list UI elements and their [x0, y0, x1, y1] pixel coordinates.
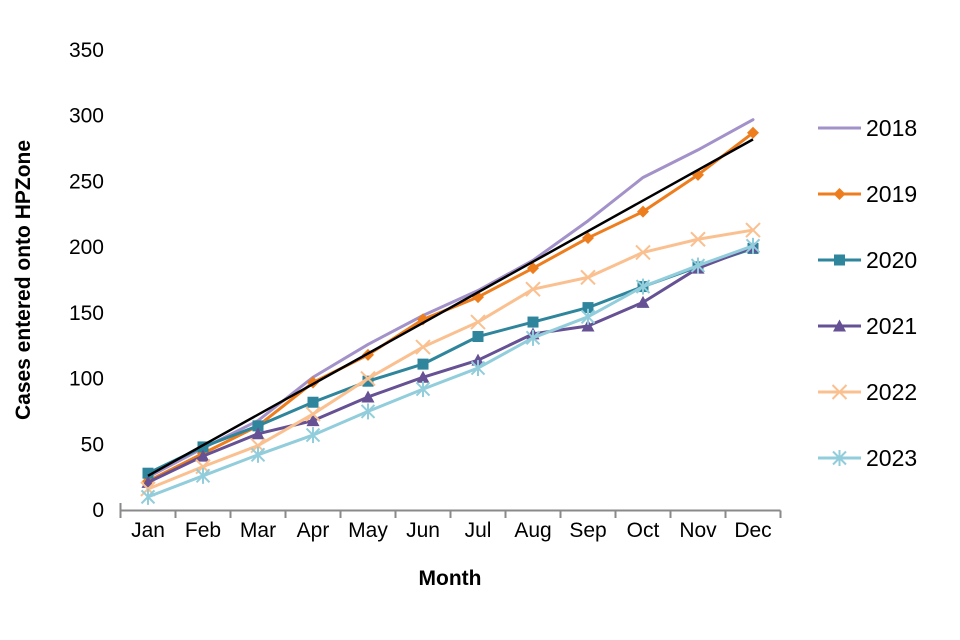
series-line-2023 [146, 244, 755, 499]
legend-label-2023: 2023 [866, 445, 917, 471]
marker-triangle [833, 319, 846, 332]
series-2022 [140, 222, 761, 497]
legend-label-2020: 2020 [866, 247, 917, 273]
marker-triangle [581, 319, 595, 332]
x-tick-label: Mar [240, 519, 276, 542]
y-tick-label: 50 [81, 433, 104, 456]
marker-square [834, 254, 845, 266]
marker-x [305, 406, 321, 422]
legend-entry-2019: 2019 [818, 181, 917, 207]
marker-triangle [306, 414, 320, 427]
marker-asterisk [690, 258, 706, 273]
marker-asterisk [745, 238, 761, 254]
legend-entry-2022: 2022 [818, 379, 917, 405]
marker-asterisk [525, 330, 541, 346]
marker-diamond [637, 205, 649, 218]
y-axis-tick-labels: 0 50 100 150 200 250 300 350 [69, 39, 104, 522]
marker-triangle [416, 370, 430, 383]
marker-diamond [833, 188, 846, 200]
marker-asterisk [250, 447, 266, 463]
marker-asterisk [140, 489, 156, 505]
series-line-2022 [146, 228, 755, 491]
marker-square [252, 420, 264, 432]
x-tick-label: Aug [514, 519, 551, 542]
x-tick-label: Dec [734, 519, 771, 542]
marker-triangle [361, 390, 375, 403]
y-tick-label: 0 [92, 499, 104, 522]
marker-diamond [527, 262, 539, 275]
marker-diamond [582, 231, 594, 244]
y-axis-title: Cases entered onto HPZone [12, 140, 35, 420]
axes [119, 503, 782, 518]
marker-square [417, 358, 429, 370]
series-line-2020 [146, 246, 755, 475]
legend-entry-2023: 2023 [818, 445, 917, 471]
marker-x [635, 244, 651, 261]
series-2023 [140, 237, 761, 505]
marker-asterisk [470, 360, 486, 376]
x-tick-label: May [348, 519, 388, 542]
series-line-2021 [146, 245, 755, 484]
marker-asterisk [360, 404, 376, 419]
marker-x [360, 370, 376, 387]
marker-triangle [636, 295, 650, 308]
marker-asterisk [305, 427, 321, 443]
y-tick-label: 200 [69, 236, 104, 259]
marker-square [472, 331, 484, 343]
y-tick-label: 300 [69, 105, 104, 128]
legend-entry-2020: 2020 [818, 247, 917, 273]
legend-label-2022: 2022 [866, 379, 917, 405]
x-tick-label: Apr [297, 519, 330, 542]
marker-square [197, 441, 209, 453]
series-2018 [146, 118, 755, 479]
marker-x [745, 222, 761, 238]
marker-x [470, 314, 486, 330]
marker-x [415, 339, 431, 355]
series-line-2018 [146, 118, 755, 479]
legend: 2018 2019 2020 2021 2022 2023 [818, 115, 917, 471]
marker-square [582, 302, 594, 314]
marker-square [142, 467, 154, 479]
marker-x [525, 281, 541, 297]
marker-asterisk [415, 381, 431, 397]
marker-diamond [747, 126, 759, 139]
legend-label-2019: 2019 [866, 181, 917, 207]
y-tick-label: 350 [69, 39, 104, 62]
marker-asterisk [195, 468, 211, 484]
marker-square [362, 375, 374, 387]
x-tick-label: Nov [679, 519, 717, 542]
marker-square [527, 316, 539, 328]
x-tick-label: Jul [465, 519, 492, 542]
marker-triangle [196, 449, 210, 462]
trendline [147, 138, 754, 477]
legend-entry-2021: 2021 [818, 313, 917, 339]
legend-entry-2018: 2018 [818, 115, 917, 141]
y-tick-label: 100 [69, 368, 104, 391]
trend-line [147, 138, 754, 477]
x-axis-title: Month [419, 567, 482, 590]
x-tick-label: Oct [627, 519, 660, 542]
x-axis-tick-labels: Jan Feb Mar Apr May Jun Jul Aug Sep Oct Nov Dec [131, 519, 772, 542]
x-tick-label: Jan [131, 519, 165, 542]
marker-square [307, 396, 319, 408]
series-lines [140, 118, 761, 505]
marker-triangle [471, 353, 485, 366]
y-tick-label: 250 [69, 170, 104, 193]
marker-triangle [251, 427, 265, 440]
marker-asterisk [832, 450, 847, 466]
marker-x [690, 231, 706, 247]
x-tick-label: Jun [406, 519, 440, 542]
y-tick-label: 150 [69, 302, 104, 325]
legend-label-2018: 2018 [866, 115, 917, 141]
marker-asterisk [580, 309, 596, 325]
marker-x [831, 384, 848, 400]
series-2021 [141, 240, 760, 488]
legend-label-2021: 2021 [866, 313, 917, 339]
x-tick-label: Feb [185, 519, 221, 542]
x-tick-label: Sep [569, 519, 606, 542]
marker-x [580, 269, 596, 286]
marker-asterisk [635, 279, 651, 294]
